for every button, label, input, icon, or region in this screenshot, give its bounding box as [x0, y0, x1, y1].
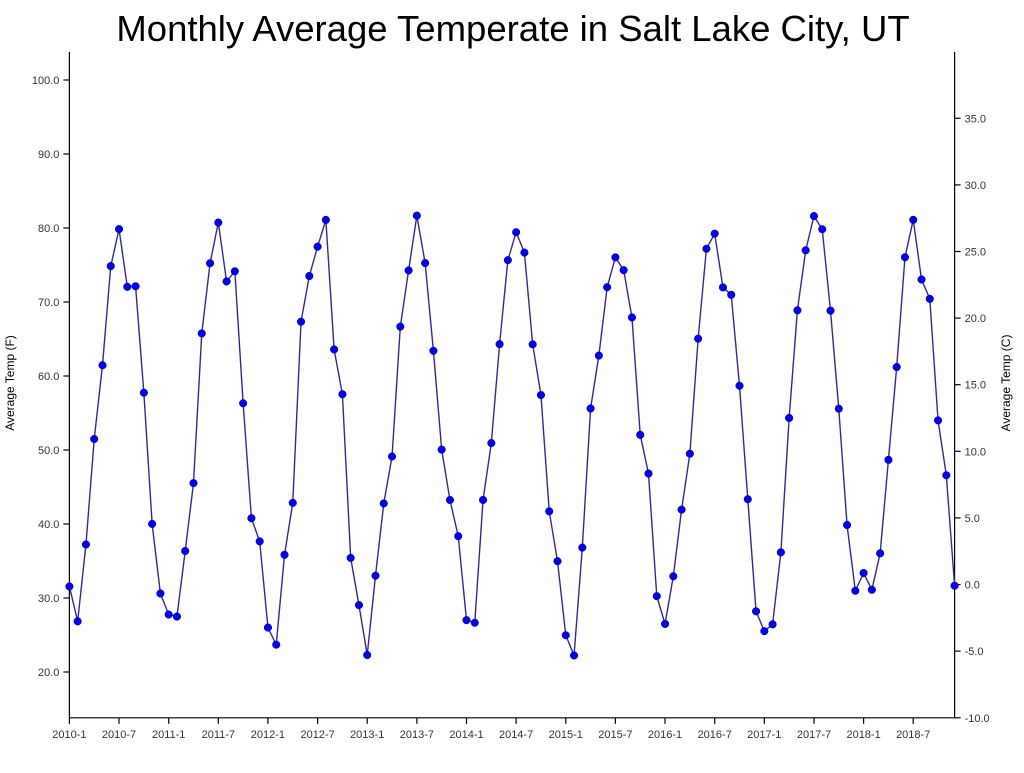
svg-text:60.0: 60.0	[38, 371, 59, 383]
svg-text:90.0: 90.0	[38, 149, 59, 161]
svg-text:30.0: 30.0	[965, 180, 986, 192]
svg-text:2012-1: 2012-1	[251, 729, 285, 741]
svg-text:2015-1: 2015-1	[549, 729, 583, 741]
svg-text:15.0: 15.0	[965, 380, 986, 392]
svg-text:2012-7: 2012-7	[300, 729, 334, 741]
svg-text:-10.0: -10.0	[965, 713, 990, 725]
svg-text:5.0: 5.0	[965, 513, 980, 525]
svg-text:2016-7: 2016-7	[698, 729, 732, 741]
svg-text:25.0: 25.0	[965, 247, 986, 259]
svg-text:2017-7: 2017-7	[797, 729, 831, 741]
svg-text:35.0: 35.0	[965, 113, 986, 125]
svg-text:100.0: 100.0	[32, 75, 60, 87]
svg-text:2010-7: 2010-7	[102, 729, 136, 741]
svg-text:20.0: 20.0	[38, 667, 59, 679]
svg-text:0.0: 0.0	[965, 580, 980, 592]
svg-text:Average Temp (C): Average Temp (C)	[999, 335, 1013, 432]
svg-text:2014-7: 2014-7	[499, 729, 533, 741]
svg-text:2017-1: 2017-1	[747, 729, 781, 741]
svg-text:2016-1: 2016-1	[648, 729, 682, 741]
svg-text:2013-7: 2013-7	[400, 729, 434, 741]
svg-text:Monthly Average Temperate in S: Monthly Average Temperate in Salt Lake C…	[116, 8, 909, 49]
svg-text:-5.0: -5.0	[965, 646, 984, 658]
svg-text:2011-7: 2011-7	[202, 729, 235, 741]
svg-text:2014-1: 2014-1	[449, 729, 483, 741]
svg-text:10.0: 10.0	[965, 446, 986, 458]
svg-text:Average Temp (F): Average Temp (F)	[3, 335, 17, 431]
svg-text:80.0: 80.0	[38, 223, 59, 235]
svg-text:20.0: 20.0	[965, 313, 986, 325]
svg-text:70.0: 70.0	[38, 297, 59, 309]
svg-text:2010-1: 2010-1	[52, 729, 86, 741]
svg-text:2015-7: 2015-7	[598, 729, 632, 741]
svg-text:30.0: 30.0	[38, 593, 59, 605]
svg-text:2018-1: 2018-1	[846, 729, 880, 741]
svg-text:50.0: 50.0	[38, 445, 59, 457]
svg-text:2011-1: 2011-1	[152, 729, 185, 741]
svg-text:2013-1: 2013-1	[350, 729, 384, 741]
svg-text:2018-7: 2018-7	[896, 729, 930, 741]
svg-text:40.0: 40.0	[38, 519, 59, 531]
